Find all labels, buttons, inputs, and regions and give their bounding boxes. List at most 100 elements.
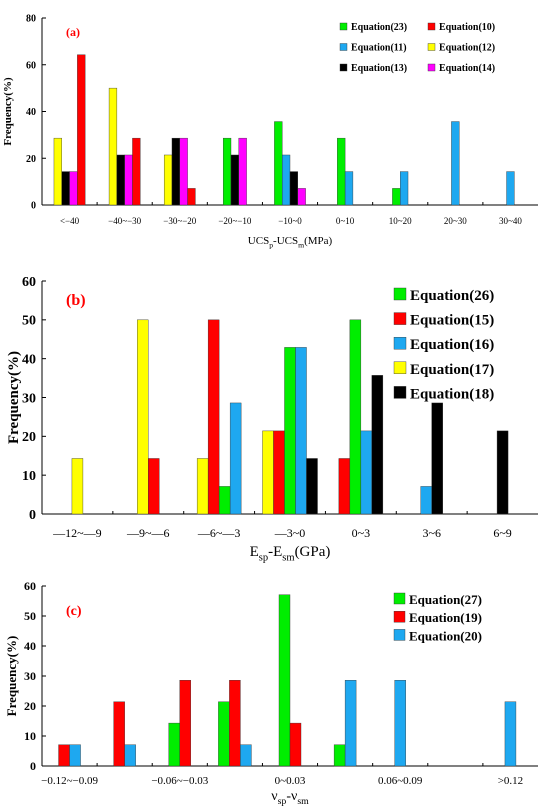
x-tick-label: 0~10 (336, 216, 355, 226)
x-tick-label: —3~0 (274, 526, 306, 540)
x-tick-label: 30~40 (499, 216, 522, 226)
bar-equation20 (124, 744, 136, 767)
bar-equation14 (238, 137, 247, 206)
x-axis-label-part: sp (278, 796, 287, 807)
x-tick-label: 20~30 (444, 216, 467, 226)
y-tick-label: 0 (30, 759, 36, 773)
y-tick-label: 20 (22, 430, 36, 445)
x-axis-label: UCSp-UCSm(MPa) (248, 235, 333, 249)
bar-equation26 (218, 486, 231, 515)
bar-equation10 (77, 54, 86, 206)
x-tick-label: <−40 (60, 216, 80, 226)
bar-equation20 (394, 680, 406, 767)
y-tick-label: 40 (22, 353, 36, 368)
legend-entry: Equation(23) (351, 22, 407, 33)
legend-swatch (393, 386, 407, 399)
bar-equation14 (124, 154, 133, 206)
y-tick-label: 60 (24, 579, 36, 593)
y-tick-label: 50 (22, 314, 36, 329)
bar-equation15 (338, 458, 351, 515)
y-tick-label: 60 (26, 60, 36, 71)
bar-equation23 (222, 137, 232, 206)
bar-equation27 (218, 701, 230, 767)
legend-swatch (393, 337, 407, 350)
bar-equation23 (392, 188, 401, 206)
bar-equation18 (496, 430, 509, 515)
y-tick-label: 30 (22, 391, 36, 406)
y-tick-label: 0 (29, 508, 36, 523)
bar-equation11 (400, 171, 409, 206)
bar-equation19 (229, 680, 241, 767)
y-tick-label: 40 (24, 639, 36, 653)
legend-entry: Equation(26) (410, 288, 494, 304)
legend-swatch (393, 611, 406, 623)
y-tick-label: 50 (24, 609, 36, 623)
legend-entry: Equation(20) (409, 628, 482, 643)
x-tick-label: >0.12 (498, 775, 523, 787)
x-axis-label-part: -E (268, 544, 282, 560)
x-tick-label: −20~−10 (218, 216, 252, 226)
x-tick-label: −0.12~−0.09 (41, 775, 98, 787)
bar-equation15 (148, 458, 160, 515)
legend-entry: Equation(18) (410, 386, 494, 402)
x-tick-label: −0.06~−0.03 (151, 775, 208, 787)
chart-panel-1: 0 20 40 60 80 Frequency(%) <−40 −40~−30 −30~−20 −… (2, 14, 538, 249)
bar-equation26 (284, 347, 296, 515)
bar-equation16 (295, 347, 307, 515)
y-tick-label: 60 (22, 275, 36, 290)
x-axis-label-part: sp (259, 553, 268, 564)
bar-equation27 (278, 594, 291, 767)
bar-equation12 (53, 137, 62, 206)
bar-equation20 (504, 701, 517, 767)
x-tick-label: 3~6 (422, 526, 441, 540)
bar-equation17 (137, 319, 149, 515)
bar-equation18 (371, 375, 384, 515)
legend-entry: Equation(15) (410, 313, 494, 329)
x-axis-label-part: E (250, 544, 259, 560)
x-axis-label-part: (GPa) (295, 544, 331, 560)
legend-entry: Equation(14) (439, 63, 495, 74)
legend-swatch (393, 629, 406, 641)
bar-equation13 (61, 171, 70, 206)
bar-equation19 (179, 680, 191, 767)
bar-equation14 (69, 171, 78, 206)
panel-letter: (c) (66, 604, 82, 619)
x-axis-label-part: (MPa) (304, 235, 332, 247)
bar-equation20 (69, 744, 81, 767)
bar-equation16 (229, 402, 242, 515)
bar-equation19 (113, 701, 125, 767)
legend-swatch (393, 592, 406, 605)
bar-equation23 (337, 137, 346, 206)
x-tick-label: 10~20 (389, 216, 412, 226)
bar-equation27 (333, 744, 346, 767)
bar-equation10 (187, 188, 196, 206)
panel-letter: (b) (66, 292, 86, 309)
chart-panel-2: 0 10 20 30 40 50 60 Frequency(%) —12~—9 —9~—6 —6~—… (6, 275, 538, 564)
bar-equation18 (431, 402, 443, 515)
legend-entry: Equation(10) (439, 22, 495, 33)
bar-equation16 (360, 430, 373, 515)
y-axis-label: Frequency(%) (4, 636, 19, 717)
x-tick-label: —6~—3 (197, 526, 241, 540)
legend-swatch (427, 63, 436, 72)
x-axis-label-part: sm (282, 553, 294, 564)
legend-entry: Equation(11) (351, 43, 407, 54)
y-tick-label: 10 (24, 729, 36, 743)
x-tick-label: 0~0.03 (275, 775, 306, 787)
legend-swatch (339, 43, 348, 51)
bar-equation11 (282, 154, 291, 206)
x-axis-label-part: -ν (286, 789, 297, 804)
legend-swatch (339, 63, 348, 72)
y-tick-label: 0 (31, 201, 36, 212)
bar-equation12 (163, 154, 173, 206)
x-axis-label-part: UCS (248, 235, 269, 247)
bar-equation26 (349, 319, 362, 515)
y-tick-label: 80 (26, 14, 36, 25)
legend-swatch (393, 312, 407, 325)
bar-equation17 (71, 458, 84, 515)
y-tick-label: 40 (26, 107, 36, 118)
legend-swatch (427, 43, 436, 51)
x-axis-label: νsp-νsm (271, 789, 309, 807)
bar-equation10 (132, 137, 141, 206)
